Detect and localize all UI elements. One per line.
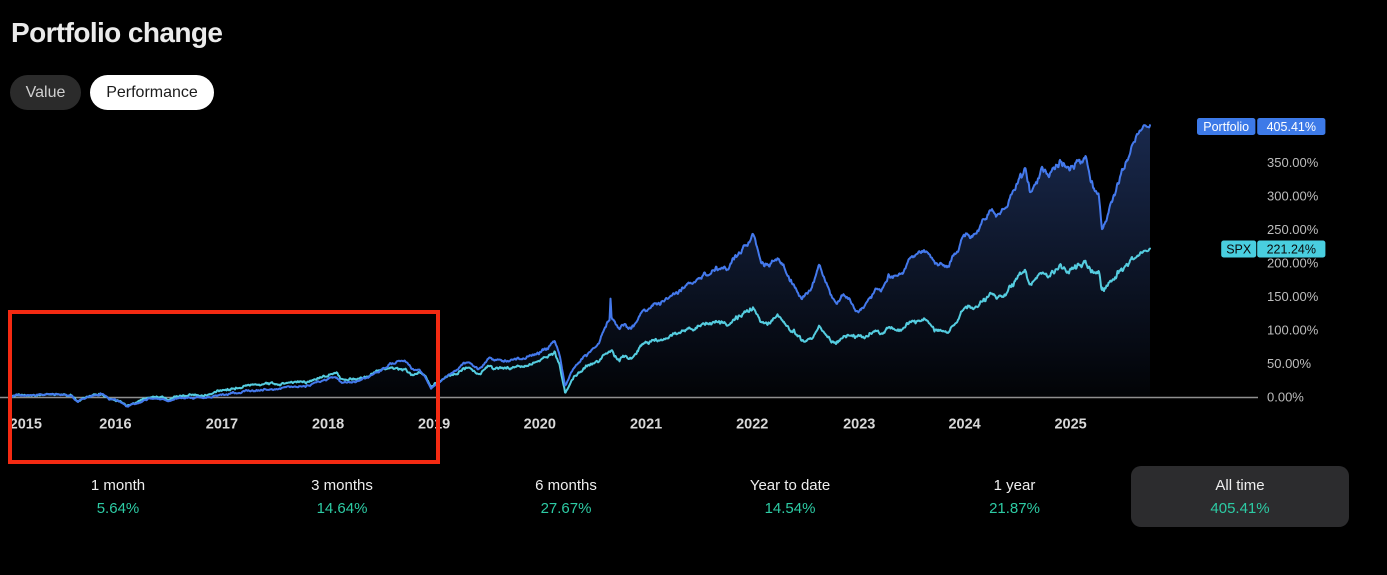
svg-text:2021: 2021 [630,417,662,433]
svg-text:100.00%: 100.00% [1267,322,1319,337]
svg-text:350.00%: 350.00% [1267,155,1319,170]
svg-text:50.00%: 50.00% [1267,356,1312,371]
svg-text:2022: 2022 [736,417,768,433]
svg-text:0.00%: 0.00% [1267,389,1304,404]
svg-text:2016: 2016 [99,417,131,433]
svg-text:2023: 2023 [843,417,875,433]
svg-text:2015: 2015 [10,417,42,433]
svg-text:405.41%: 405.41% [1267,120,1316,134]
svg-text:200.00%: 200.00% [1267,255,1319,270]
svg-text:300.00%: 300.00% [1267,188,1319,203]
svg-text:SPX: SPX [1226,243,1252,257]
svg-text:2025: 2025 [1054,417,1086,433]
svg-text:2017: 2017 [206,417,238,433]
svg-text:221.24%: 221.24% [1267,243,1316,257]
svg-text:2019: 2019 [418,417,450,433]
svg-text:150.00%: 150.00% [1267,289,1319,304]
svg-text:2024: 2024 [948,417,980,433]
svg-text:Portfolio: Portfolio [1203,120,1249,134]
svg-text:2018: 2018 [312,417,344,433]
svg-text:250.00%: 250.00% [1267,222,1319,237]
svg-text:2020: 2020 [524,417,556,433]
